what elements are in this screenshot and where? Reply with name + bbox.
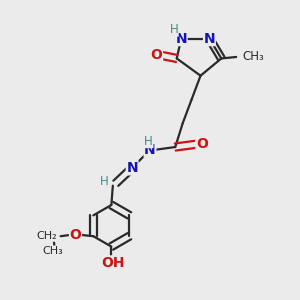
Text: N: N xyxy=(144,143,156,157)
Text: O: O xyxy=(70,228,81,242)
Text: O: O xyxy=(151,49,163,62)
Text: N: N xyxy=(126,161,138,175)
Text: H: H xyxy=(100,175,109,188)
Text: N: N xyxy=(176,32,187,46)
Text: CH₂: CH₂ xyxy=(37,231,57,241)
Text: H: H xyxy=(144,135,153,148)
Text: CH₃: CH₃ xyxy=(43,246,64,256)
Text: N: N xyxy=(204,32,215,46)
Text: O: O xyxy=(196,137,208,151)
Text: CH₃: CH₃ xyxy=(242,50,264,64)
Text: OH: OH xyxy=(101,256,124,270)
Text: H: H xyxy=(169,23,178,36)
